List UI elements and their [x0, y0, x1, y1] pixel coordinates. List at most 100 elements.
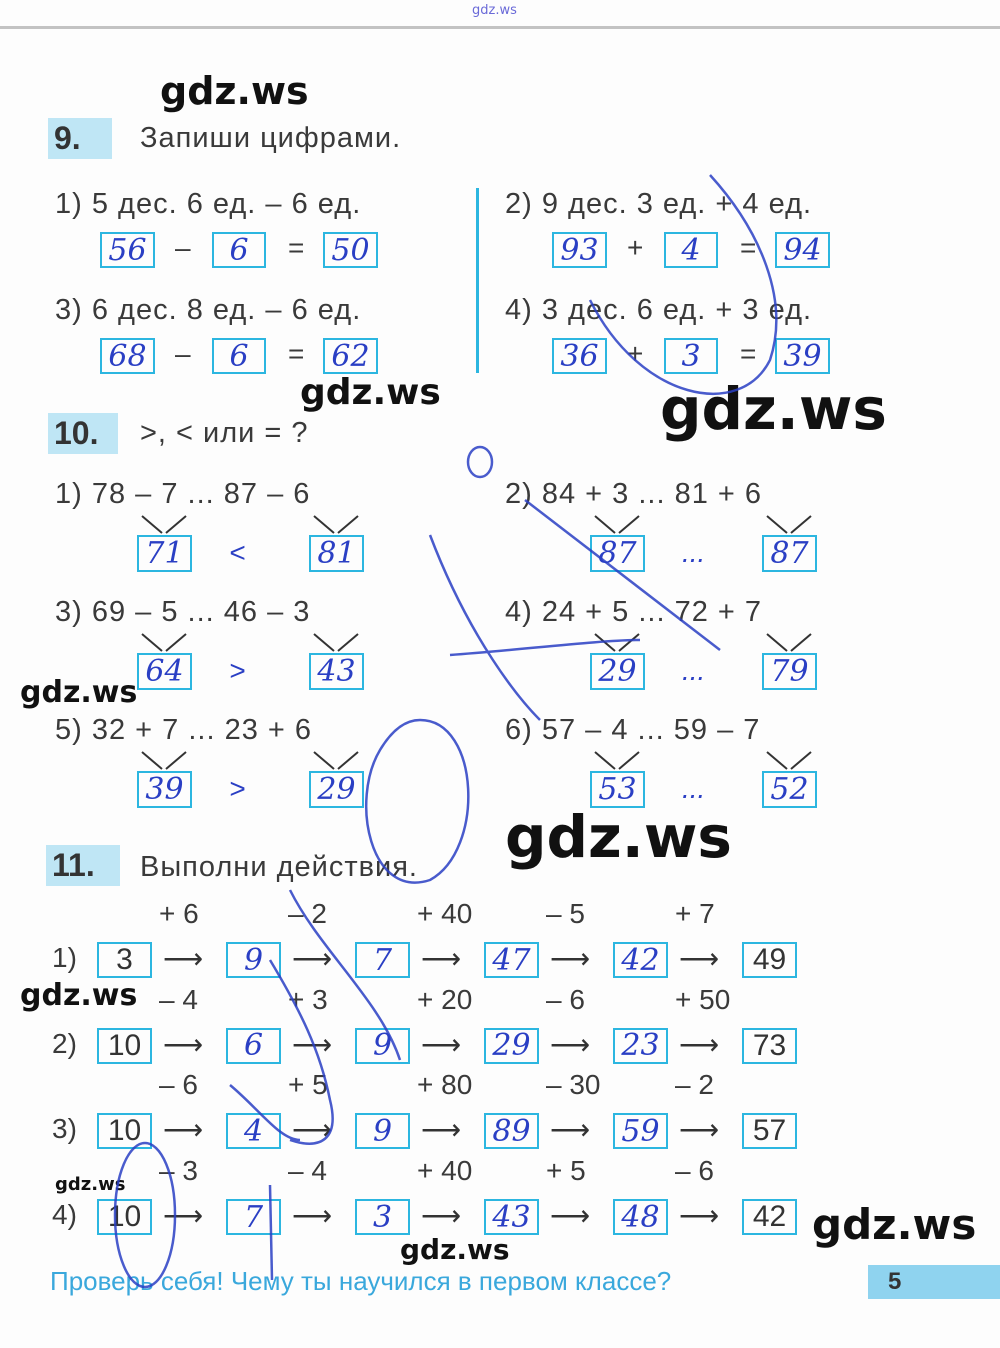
operation-label: + 6	[159, 898, 199, 929]
answer-box: 7	[355, 942, 410, 978]
arrow-line	[594, 515, 616, 534]
answer-box: 50	[323, 232, 378, 268]
operation-label: + 80	[417, 1069, 473, 1101]
answer-box: 4	[664, 232, 718, 268]
watermark: gdz.ws	[505, 803, 732, 871]
operator: –	[175, 232, 191, 263]
answer-box: 94	[775, 232, 830, 268]
comparison-sign: ...	[682, 773, 706, 804]
arrow-line	[313, 751, 335, 770]
ex10-item-label: 1) 78 – 7 ... 87 – 6	[55, 478, 311, 510]
arrow-right-icon: ⟶	[163, 1200, 204, 1232]
answer-box: 3	[664, 338, 718, 374]
arrow-right-icon: ⟶	[550, 1114, 591, 1146]
ex10-title: >, < или = ?	[140, 417, 309, 449]
answer-box: 62	[323, 338, 378, 374]
answer-box: 6	[226, 1027, 281, 1064]
ex10-item-label: 5) 32 + 7 ... 23 + 6	[55, 714, 312, 746]
watermark: gdz.ws	[660, 375, 887, 443]
answer-box: 39	[137, 771, 192, 808]
value-box: 42	[742, 1199, 797, 1236]
arrow-right-icon: ⟶	[550, 1028, 591, 1060]
comparison-sign: >	[229, 773, 246, 804]
arrow-right-icon: ⟶	[163, 1114, 204, 1146]
operation-label: – 5	[546, 898, 585, 929]
ex10-item-label: 6) 57 – 4 ... 59 – 7	[505, 714, 761, 746]
row-label: 2)	[52, 1027, 77, 1059]
operation-label: – 4	[159, 983, 198, 1015]
answer-box: 64	[137, 653, 192, 690]
answer-box: 23	[613, 1027, 668, 1064]
operation-label: – 6	[546, 983, 585, 1015]
operation-label: – 2	[675, 1069, 714, 1101]
arrow-right-icon: ⟶	[679, 1200, 720, 1232]
operation-label: – 6	[675, 1155, 714, 1187]
ex10-item-label: 3) 69 – 5 ... 46 – 3	[55, 596, 311, 628]
arrow-right-icon: ⟶	[679, 943, 720, 974]
arrow-right-icon: ⟶	[679, 1028, 720, 1060]
operator: –	[175, 338, 191, 369]
arrow-line	[790, 515, 812, 534]
arrow-line	[337, 633, 359, 652]
comparison-sign: >	[229, 655, 246, 686]
ex9-number: 9.	[48, 118, 112, 159]
answer-box: 47	[484, 942, 539, 978]
answer-box: 3	[355, 1199, 410, 1236]
answer-box: 4	[226, 1113, 281, 1150]
answer-box: 87	[762, 535, 817, 572]
watermark: gdz.ws	[20, 978, 138, 1013]
arrow-right-icon: ⟶	[292, 943, 333, 974]
arrow-right-icon: ⟶	[421, 1028, 462, 1060]
arrow-line	[594, 633, 616, 652]
value-box: 10	[97, 1113, 152, 1150]
answer-box: 48	[613, 1199, 668, 1236]
arrow-right-icon: ⟶	[421, 1200, 462, 1232]
ex11-title: Выполни действия.	[140, 851, 418, 883]
arrow-right-icon: ⟶	[163, 1028, 204, 1060]
watermark-top: gdz.ws	[472, 3, 517, 18]
answer-box: 53	[590, 771, 645, 808]
operation-label: – 6	[159, 1069, 198, 1101]
answer-box: 79	[762, 653, 817, 690]
arrow-line	[337, 515, 359, 534]
comparison-sign: ...	[682, 537, 706, 568]
answer-box: 81	[309, 535, 364, 572]
answer-box: 87	[590, 535, 645, 572]
operation-label: + 7	[675, 898, 715, 929]
operation-label: – 30	[546, 1069, 601, 1101]
ex11-number: 11.	[46, 845, 120, 886]
value-box: 73	[742, 1027, 797, 1064]
row-label: 3)	[52, 1113, 77, 1145]
operation-label: – 4	[288, 1155, 327, 1187]
arrow-line	[618, 633, 640, 652]
arrow-right-icon: ⟶	[679, 1114, 720, 1146]
answer-box: 52	[762, 771, 817, 808]
arrow-line	[141, 751, 163, 770]
watermark: gdz.ws	[400, 1233, 510, 1266]
arrow-right-icon: ⟶	[292, 1028, 333, 1060]
arrow-line	[165, 515, 187, 534]
arrow-line	[766, 633, 788, 652]
value-box: 10	[97, 1199, 152, 1236]
footer-text: Проверь себя! Чему ты научился в первом …	[50, 1266, 672, 1296]
arrow-line	[594, 751, 616, 770]
answer-box: 93	[552, 232, 607, 268]
value-box: 3	[97, 942, 152, 978]
comparison-sign: ...	[682, 655, 706, 686]
answer-box: 9	[355, 1027, 410, 1064]
value-box: 10	[97, 1027, 152, 1064]
operation-label: – 2	[288, 898, 327, 929]
answer-box: 43	[484, 1199, 539, 1236]
operation-label: + 5	[546, 1155, 586, 1187]
operator: +	[627, 338, 644, 369]
arrow-line	[313, 515, 335, 534]
ex9-divider	[476, 188, 479, 373]
page-number: 5	[868, 1265, 1000, 1299]
answer-box: 56	[100, 232, 155, 268]
row-label: 4)	[52, 1199, 77, 1231]
answer-box: 59	[613, 1113, 668, 1150]
operation-label: + 20	[417, 983, 473, 1015]
value-box: 49	[742, 942, 797, 978]
arrow-line	[313, 633, 335, 652]
arrow-line	[790, 633, 812, 652]
